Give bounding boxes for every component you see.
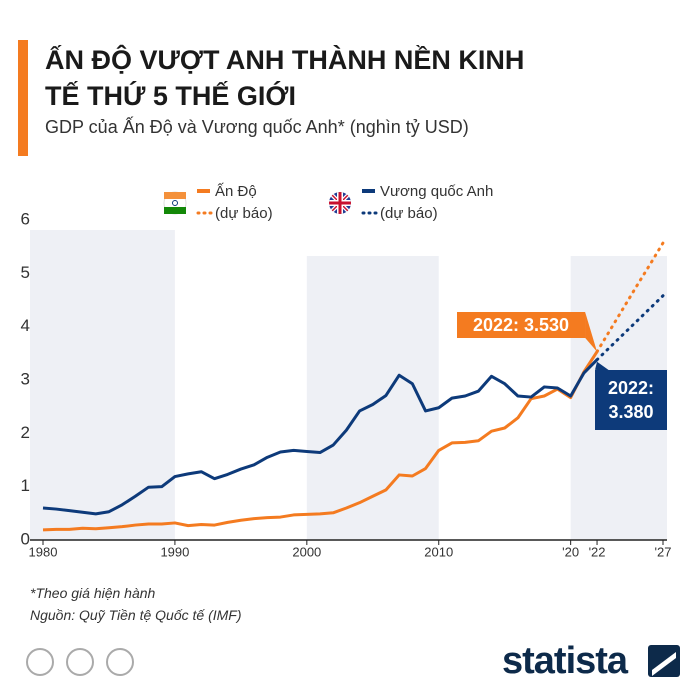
shade-band xyxy=(306,256,439,540)
brand-icon xyxy=(648,645,680,677)
x-tick-label: '27 xyxy=(655,544,672,559)
legend-label: (dự báo) xyxy=(380,205,438,222)
x-tick-label: 1990 xyxy=(160,544,189,559)
x-tick-label: 1980 xyxy=(29,544,58,559)
footnote: *Theo giá hiện hành xyxy=(30,585,156,601)
license-icons xyxy=(26,648,134,676)
y-tick-label: 0 xyxy=(21,529,30,548)
y-tick-label: 4 xyxy=(21,316,30,335)
x-tick-label: 2000 xyxy=(292,544,321,559)
annotation: 2022: 3.380 xyxy=(595,369,668,430)
india-flag xyxy=(163,191,187,215)
forecast-line xyxy=(595,241,665,354)
annotation-pointer xyxy=(585,311,598,352)
y-tick-label: 2 xyxy=(21,423,30,442)
x-tick-label: 2010 xyxy=(424,544,453,559)
x-tick-label: '22 xyxy=(589,544,606,559)
chart-title: ẤN ĐỘ VƯỢT ANH THÀNH NỀN KINH TẾ THỨ 5 T… xyxy=(45,45,525,111)
brand: statista xyxy=(502,640,628,682)
shade-band xyxy=(30,230,175,540)
x-tick-label: '20 xyxy=(562,544,579,559)
chart-subtitle: GDP của Ấn Độ và Vương quốc Anh* (nghìn … xyxy=(45,117,469,137)
annotation-pointer xyxy=(595,361,612,372)
forecast-line xyxy=(595,294,665,362)
accent-bar xyxy=(18,40,28,156)
legend-label: (dự báo) xyxy=(215,205,273,222)
y-tick-label: 5 xyxy=(21,263,30,282)
series-line xyxy=(42,358,599,516)
annotation: 2022: 3.530 xyxy=(457,311,586,338)
legend-label: Ấn Độ xyxy=(215,183,257,200)
legend-label: Vương quốc Anh xyxy=(380,183,493,200)
series-line xyxy=(42,350,599,532)
y-tick-label: 3 xyxy=(21,369,30,388)
y-tick-label: 6 xyxy=(21,209,30,228)
source: Nguồn: Quỹ Tiền tệ Quốc tế (IMF) xyxy=(30,607,242,623)
y-tick-label: 1 xyxy=(21,476,30,495)
uk-flag xyxy=(329,192,351,214)
